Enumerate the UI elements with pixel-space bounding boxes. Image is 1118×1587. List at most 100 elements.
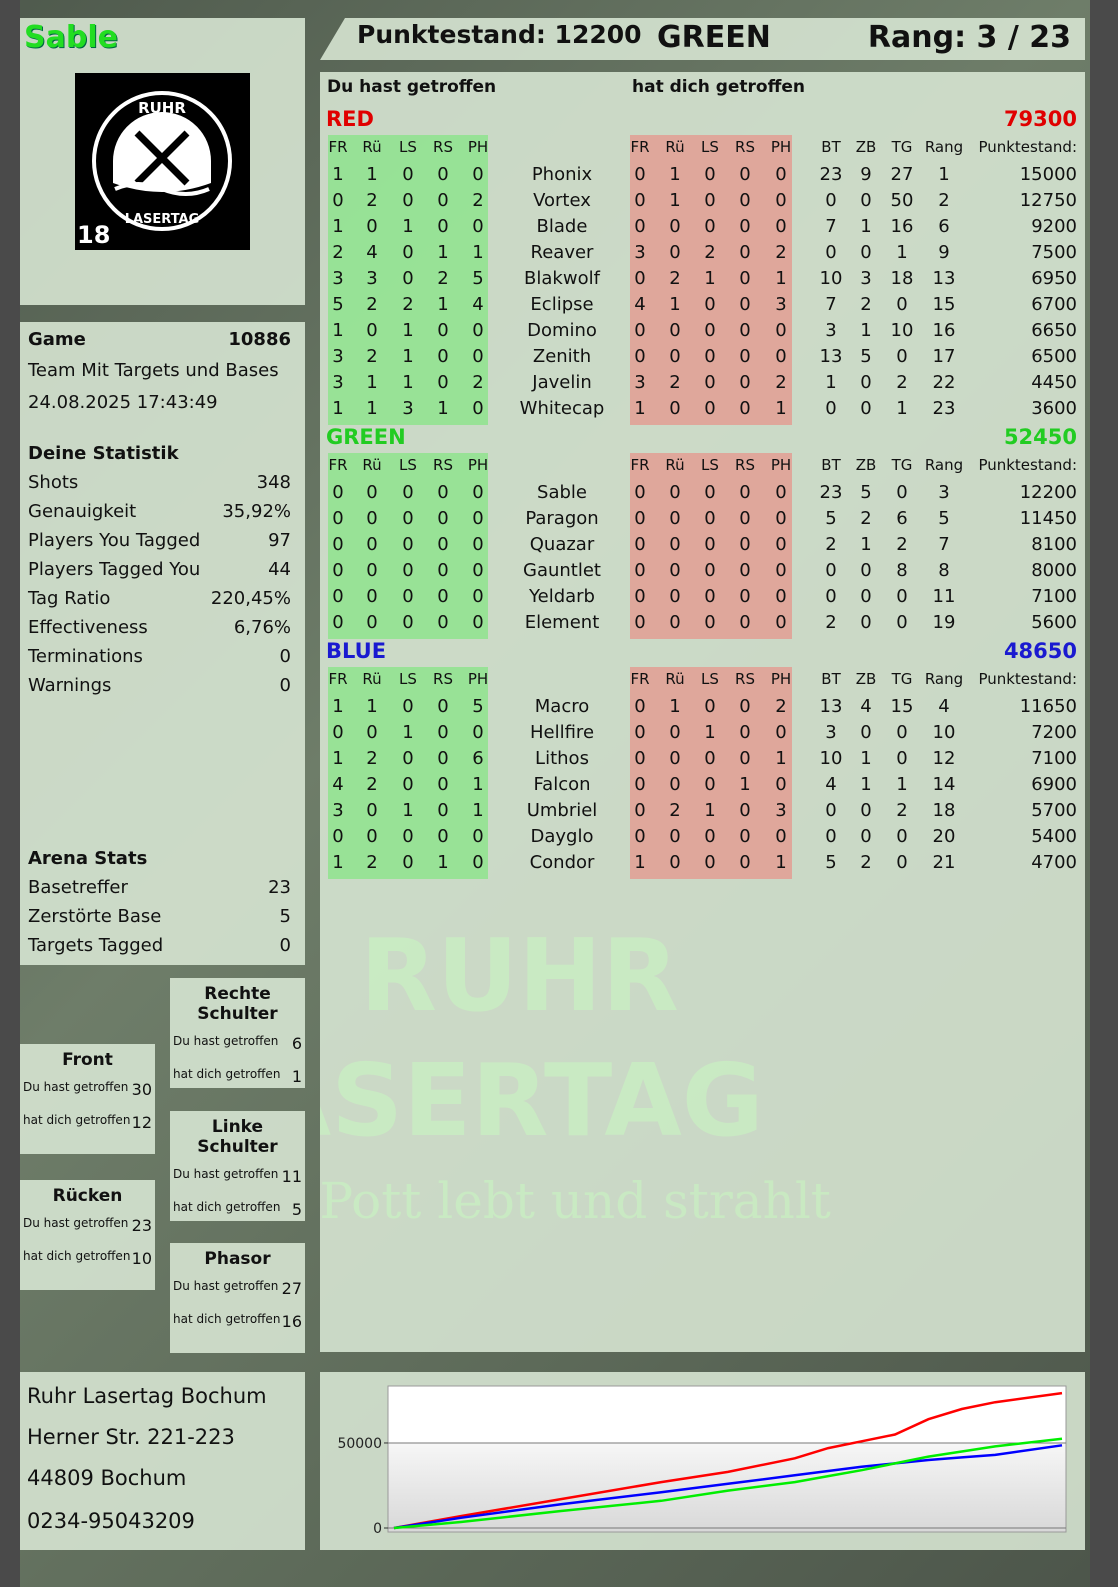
stat-cell: 1 bbox=[402, 216, 414, 237]
stat-cell: 1 bbox=[437, 852, 449, 873]
stat-cell: 21 bbox=[932, 852, 956, 873]
stat-cell: 0 bbox=[739, 190, 751, 211]
you-hit-label: Du hast getroffen bbox=[327, 77, 497, 97]
player-name: Vortex bbox=[533, 190, 591, 211]
stat-cell: 0 bbox=[366, 800, 378, 821]
game-datetime: 24.08.2025 17:43:49 bbox=[28, 392, 218, 413]
stat-cell: 2 bbox=[775, 696, 787, 717]
chart-panel: 0 50000 bbox=[320, 1372, 1085, 1550]
arena-row: Zerstörte Base 5 bbox=[28, 906, 291, 927]
score-cell: 8100 bbox=[1031, 534, 1077, 555]
stat-cell: 2 bbox=[825, 612, 837, 633]
stat-cell: 1 bbox=[860, 534, 872, 555]
column-header: PH bbox=[770, 456, 792, 474]
stat-cell: 0 bbox=[739, 722, 751, 743]
stat-cell: 0 bbox=[634, 696, 646, 717]
stat-value: 97 bbox=[268, 530, 291, 551]
stat-cell: 0 bbox=[437, 612, 449, 633]
column-header: FR bbox=[328, 456, 348, 474]
column-header: RS bbox=[735, 138, 755, 156]
stat-cell: 7 bbox=[825, 216, 837, 237]
stat-cell: 0 bbox=[366, 560, 378, 581]
stat-cell: 10 bbox=[890, 320, 914, 341]
stat-cell: 1 bbox=[472, 774, 484, 795]
stat-cell: 0 bbox=[739, 534, 751, 555]
stat-cell: 0 bbox=[825, 242, 837, 263]
score-cell: 4450 bbox=[1031, 372, 1077, 393]
stat-value: 0 bbox=[279, 675, 291, 696]
stat-cell: 0 bbox=[860, 560, 872, 581]
player-name: Lithos bbox=[535, 748, 589, 769]
body-part-title: Rechte Schulter bbox=[197, 984, 278, 1024]
body-part-title: Rücken bbox=[52, 1186, 123, 1206]
column-header: ZB bbox=[855, 670, 877, 688]
stat-cell: 0 bbox=[704, 852, 716, 873]
stat-cell: 0 bbox=[739, 748, 751, 769]
stat-cell: 0 bbox=[704, 398, 716, 419]
stat-cell: 0 bbox=[437, 164, 449, 185]
stat-cell: 2 bbox=[402, 294, 414, 315]
got-label: hat dich getroffen bbox=[173, 1200, 281, 1214]
stat-cell: 0 bbox=[775, 774, 787, 795]
stat-cell: 2 bbox=[437, 268, 449, 289]
stat-cell: 0 bbox=[669, 534, 681, 555]
stat-cell: 2 bbox=[669, 268, 681, 289]
player-name: Sable bbox=[537, 482, 587, 503]
stat-cell: 2 bbox=[669, 372, 681, 393]
stat-cell: 3 bbox=[825, 320, 837, 341]
logo: RUHR LASERTAG 18 bbox=[75, 73, 250, 250]
stat-cell: 0 bbox=[437, 346, 449, 367]
hit-you-block bbox=[630, 667, 792, 879]
stat-cell: 0 bbox=[825, 586, 837, 607]
stat-cell: 0 bbox=[775, 508, 787, 529]
arena-label: Basetreffer bbox=[28, 877, 128, 898]
player-name: Zenith bbox=[532, 346, 592, 367]
score-cell: 7100 bbox=[1031, 748, 1077, 769]
stat-cell: 0 bbox=[775, 560, 787, 581]
got-label: hat dich getroffen bbox=[23, 1249, 131, 1263]
stat-cell: 0 bbox=[366, 216, 378, 237]
stat-value: 44 bbox=[268, 559, 291, 580]
column-header: Rü bbox=[665, 670, 685, 688]
stat-row: Tag Ratio 220,45% bbox=[28, 588, 291, 609]
body-part-back: Rücken Du hast getroffen 23 hat dich getrof… bbox=[20, 1180, 155, 1290]
stat-cell: 0 bbox=[704, 346, 716, 367]
stat-cell: 1 bbox=[896, 774, 908, 795]
stat-cell: 0 bbox=[775, 346, 787, 367]
stat-cell: 0 bbox=[704, 560, 716, 581]
stat-value: 0 bbox=[279, 646, 291, 667]
score-cell: 15000 bbox=[1019, 164, 1077, 185]
stat-cell: 1 bbox=[437, 398, 449, 419]
stat-cell: 0 bbox=[825, 826, 837, 847]
stat-cell: 19 bbox=[932, 612, 956, 633]
stat-cell: 0 bbox=[366, 586, 378, 607]
column-header: Rü bbox=[362, 670, 382, 688]
stat-value: 6,76% bbox=[233, 617, 291, 638]
arena-value: 0 bbox=[279, 935, 291, 956]
score-cell: 4700 bbox=[1031, 852, 1077, 873]
stat-cell: 0 bbox=[402, 534, 414, 555]
watermark-slogan: Der Pott lebt und strahlt bbox=[320, 1172, 831, 1230]
column-header: ZB bbox=[855, 138, 877, 156]
stat-cell: 0 bbox=[437, 372, 449, 393]
player-name: Falcon bbox=[533, 774, 591, 795]
stat-cell: 1 bbox=[775, 398, 787, 419]
stat-cell: 1 bbox=[332, 852, 344, 873]
column-header: FR bbox=[328, 138, 348, 156]
player-name: Element bbox=[524, 612, 600, 633]
stat-cell: 0 bbox=[366, 534, 378, 555]
stat-cell: 5 bbox=[825, 508, 837, 529]
player-name: Condor bbox=[529, 852, 595, 873]
stat-cell: 0 bbox=[472, 852, 484, 873]
column-header: LS bbox=[399, 670, 417, 688]
body-part-left-shoulder: Linke Schulter Du hast getroffen 11 hat dic… bbox=[170, 1111, 305, 1221]
stat-label: Tag Ratio bbox=[28, 588, 111, 609]
stat-cell: 2 bbox=[472, 190, 484, 211]
stat-cell: 0 bbox=[437, 800, 449, 821]
stat-cell: 0 bbox=[860, 722, 872, 743]
stat-cell: 0 bbox=[669, 320, 681, 341]
stat-cell: 1 bbox=[896, 242, 908, 263]
hit-you-block bbox=[630, 135, 792, 425]
stat-cell: 0 bbox=[775, 190, 787, 211]
stat-cell: 0 bbox=[669, 774, 681, 795]
